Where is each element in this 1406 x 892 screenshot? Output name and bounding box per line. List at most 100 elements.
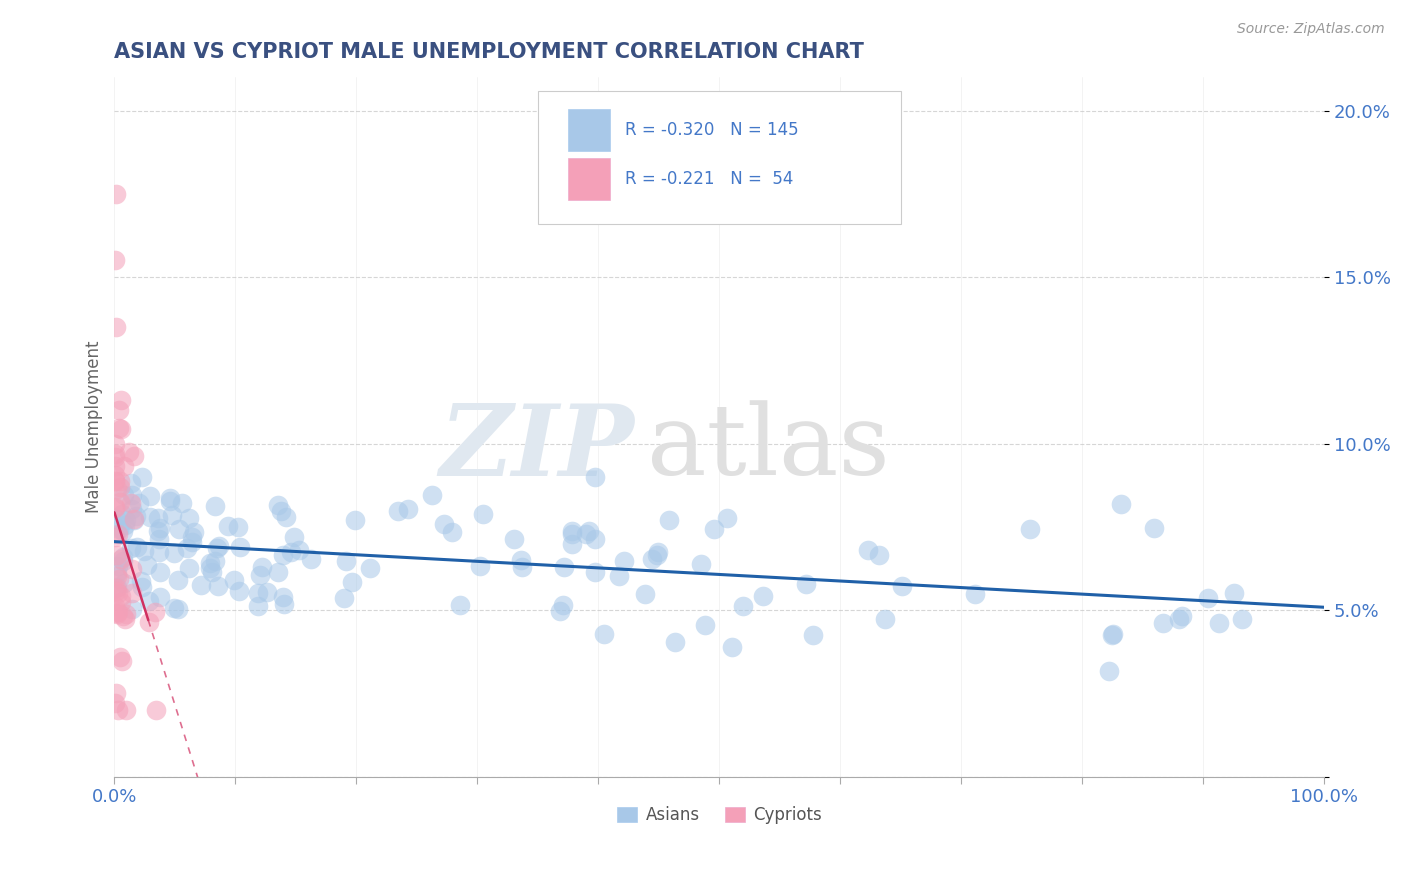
Point xyxy=(107,420,129,434)
Point xyxy=(1101,628,1123,642)
Point xyxy=(752,589,775,603)
Point xyxy=(664,635,686,649)
Point xyxy=(641,552,664,566)
Point xyxy=(149,520,172,534)
Point xyxy=(1109,498,1132,512)
Point xyxy=(208,539,231,553)
Point xyxy=(607,569,630,583)
Point xyxy=(112,609,135,624)
Point xyxy=(299,552,322,566)
Point xyxy=(121,586,143,600)
Point xyxy=(107,527,129,541)
Point xyxy=(104,582,127,596)
Point xyxy=(112,488,135,502)
Point xyxy=(190,578,212,592)
Point xyxy=(138,615,160,629)
Point xyxy=(449,599,471,613)
Point xyxy=(105,568,128,582)
Point xyxy=(120,475,142,490)
Point xyxy=(420,488,443,502)
Point xyxy=(122,450,145,464)
Point xyxy=(267,498,290,512)
Point xyxy=(359,560,381,574)
Point xyxy=(1019,522,1042,536)
Point xyxy=(122,513,145,527)
Point xyxy=(273,598,295,612)
Text: atlas: atlas xyxy=(647,400,890,496)
Point xyxy=(110,595,132,609)
Point xyxy=(110,421,132,435)
Point xyxy=(471,507,494,521)
Point xyxy=(1208,615,1230,630)
Point xyxy=(108,650,131,665)
Point xyxy=(1223,586,1246,600)
Point xyxy=(104,447,127,461)
Legend: Asians, Cypriots: Asians, Cypriots xyxy=(610,800,828,831)
Point xyxy=(107,605,129,619)
Point xyxy=(112,575,135,590)
Point xyxy=(229,540,252,554)
Point xyxy=(553,560,575,574)
Point xyxy=(120,541,142,555)
Point xyxy=(104,467,127,482)
Point xyxy=(1198,591,1220,605)
Point xyxy=(104,320,127,334)
Point xyxy=(1152,616,1174,631)
Point xyxy=(503,532,526,546)
Point xyxy=(111,507,134,521)
Text: Source: ZipAtlas.com: Source: ZipAtlas.com xyxy=(1237,22,1385,37)
Point xyxy=(115,513,138,527)
Point xyxy=(703,522,725,536)
Point xyxy=(720,640,742,655)
Point xyxy=(104,500,127,515)
Point xyxy=(252,560,274,574)
Point xyxy=(207,579,229,593)
Point xyxy=(690,557,713,571)
Point xyxy=(107,548,129,562)
Point xyxy=(1102,626,1125,640)
Point xyxy=(110,480,132,494)
Point xyxy=(176,541,198,555)
Point xyxy=(246,599,269,613)
Point xyxy=(128,496,150,510)
Point xyxy=(148,532,170,546)
Point xyxy=(169,522,191,536)
Point xyxy=(470,559,492,574)
Point xyxy=(510,559,533,574)
Point xyxy=(127,540,149,554)
Point xyxy=(177,510,200,524)
Point xyxy=(136,558,159,572)
Point xyxy=(1171,609,1194,624)
Point xyxy=(247,585,270,599)
Point xyxy=(104,606,127,620)
Point xyxy=(104,474,127,488)
Point xyxy=(149,565,172,579)
Point xyxy=(965,587,987,601)
Point xyxy=(163,600,186,615)
Point xyxy=(159,494,181,508)
Point xyxy=(108,474,131,488)
Point xyxy=(433,516,456,531)
Point xyxy=(132,544,155,558)
Point xyxy=(226,519,249,533)
Point xyxy=(647,545,669,559)
Point xyxy=(561,524,583,538)
Point xyxy=(249,567,271,582)
Point xyxy=(794,576,817,591)
Point xyxy=(256,585,278,599)
Point xyxy=(112,549,135,564)
Point xyxy=(104,436,127,450)
Point xyxy=(131,470,153,484)
Point xyxy=(1230,612,1253,626)
Point xyxy=(222,573,245,587)
Point xyxy=(104,530,127,544)
Point xyxy=(177,561,200,575)
Point xyxy=(104,475,127,489)
Point xyxy=(146,524,169,538)
Point xyxy=(110,552,132,566)
Point xyxy=(121,488,143,502)
Point xyxy=(634,587,657,601)
Point xyxy=(183,524,205,539)
Point xyxy=(125,509,148,524)
Point xyxy=(266,566,288,580)
